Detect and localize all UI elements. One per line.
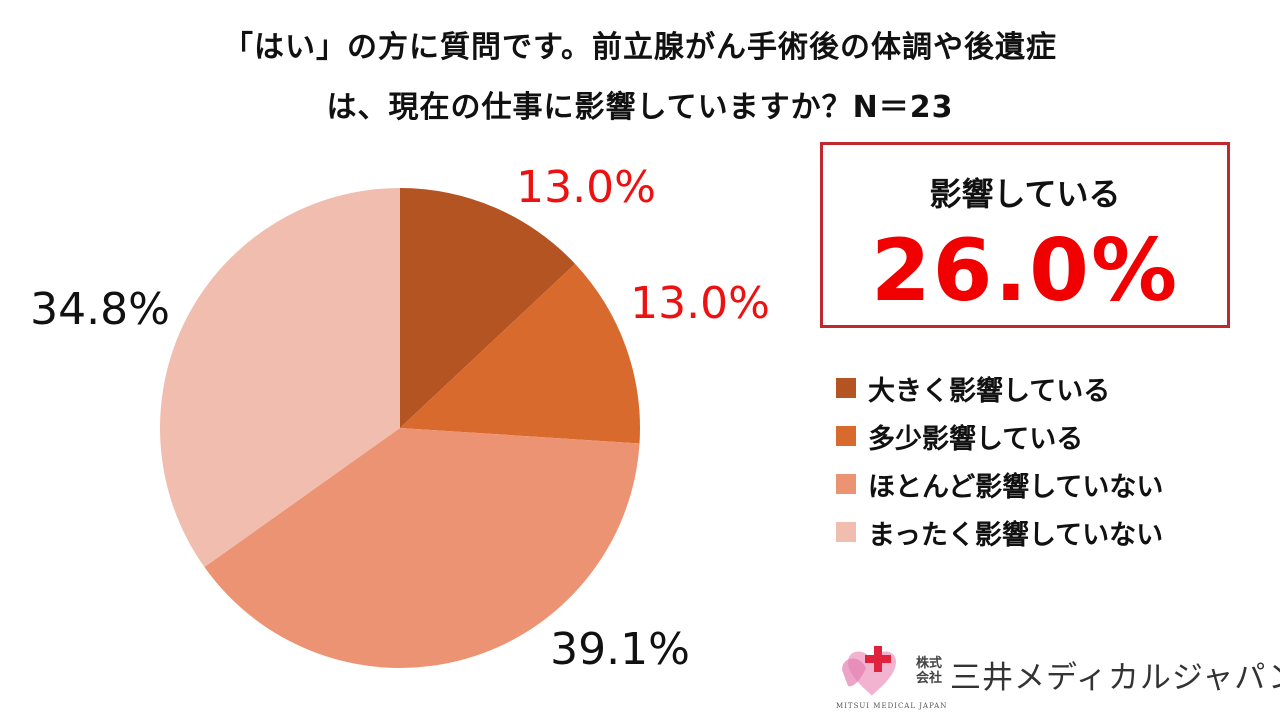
legend-swatch [836, 378, 856, 398]
legend-label: ほとんど影響していない [868, 471, 1164, 503]
chart-title-line-1: 「はい」の方に質問です。前立腺がん手術後の体調や後遺症 [223, 30, 1057, 65]
legend-label: 大きく影響している [868, 375, 1111, 407]
pie-chart [159, 188, 640, 669]
logo-subtitle: MITSUI MEDICAL JAPAN [836, 702, 948, 710]
legend-swatch [836, 474, 856, 494]
legend-swatch [836, 426, 856, 446]
pie-slice [159, 188, 400, 568]
legend: 大きく影響している 多少影響している ほとんど影響していない まったく影響してい… [836, 364, 1163, 556]
logo-company-name: 三井メディカルジャパン [950, 660, 1280, 696]
heart-cross-icon [842, 646, 896, 696]
pie-slice-label: 13.0% [516, 162, 656, 213]
legend-swatch [836, 522, 856, 542]
legend-item: ほとんど影響していない [836, 460, 1163, 508]
highlight-value: 26.0% [870, 221, 1180, 321]
legend-item: 大きく影響している [836, 364, 1163, 412]
pie-slice [204, 428, 640, 669]
highlight-box: 影響している 26.0% [820, 142, 1230, 328]
legend-item: まったく影響していない [836, 508, 1163, 556]
pie-slice-label: 34.8% [30, 284, 170, 335]
pie-slice [400, 263, 640, 444]
pie-slice-label: 39.1% [550, 624, 690, 675]
chart-title-line-2: は、現在の仕事に影響していますか？N＝23 [326, 90, 954, 125]
legend-label: まったく影響していない [868, 519, 1164, 551]
pie-slice-label: 13.0% [630, 278, 770, 329]
logo-small-text: 株式会社 [916, 656, 943, 686]
highlight-label: 影響している [929, 175, 1121, 213]
company-logo: 株式会社 三井メディカルジャパン MITSUI MEDICAL JAPAN [834, 638, 1280, 714]
legend-item: 多少影響している [836, 412, 1163, 460]
legend-label: 多少影響している [868, 423, 1084, 455]
pie-slice [400, 188, 576, 428]
